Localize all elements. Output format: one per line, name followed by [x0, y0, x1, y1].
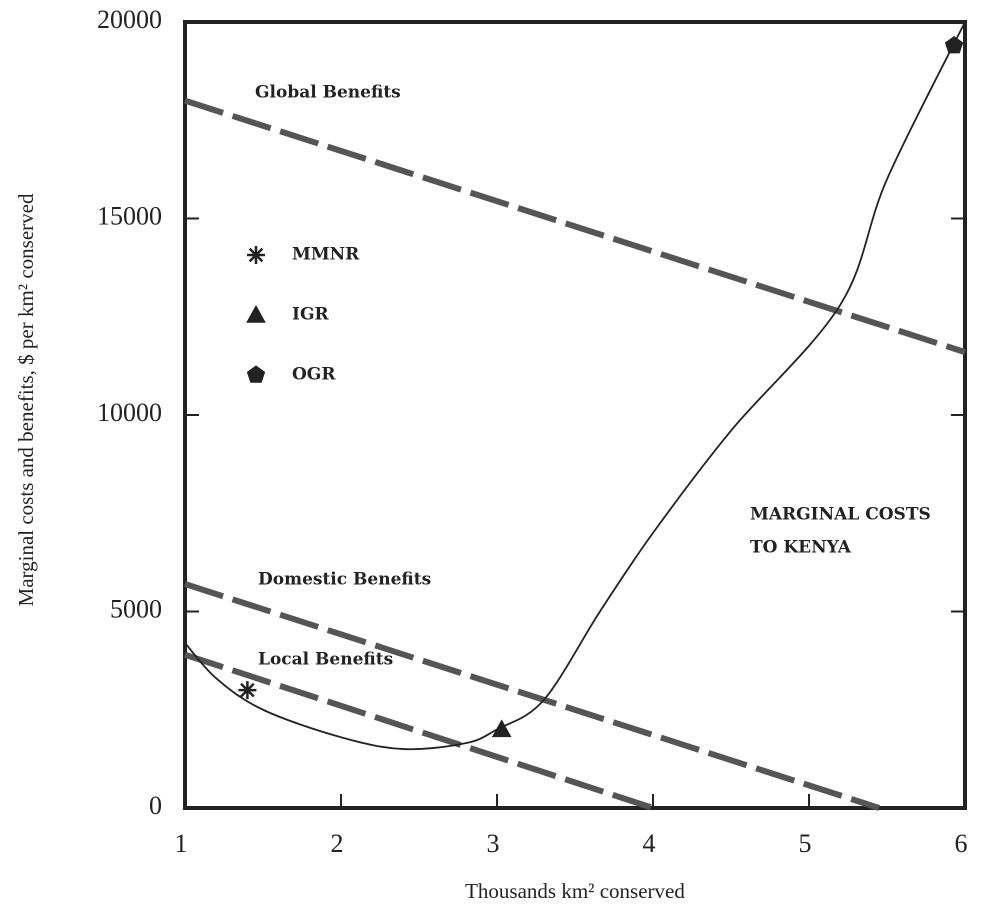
- x-tick-label: 4: [643, 829, 656, 858]
- y-tick-label: 20000: [97, 5, 162, 34]
- line-label: MARGINAL COSTS: [750, 505, 931, 525]
- line-label: TO KENYA: [750, 538, 852, 558]
- benefit-line: [184, 651, 654, 811]
- x-axis-label: Thousands km² conserved: [465, 879, 685, 903]
- x-tick-label: 3: [487, 829, 500, 858]
- x-tick-label: 5: [799, 829, 812, 858]
- benefit-line: [184, 581, 881, 811]
- line-label: Global Benefits: [255, 83, 401, 103]
- legend-marker: [247, 246, 265, 264]
- line-label: Domestic Benefits: [258, 570, 431, 590]
- x-tick-label: 6: [955, 829, 968, 858]
- x-tick-label: 2: [331, 829, 344, 858]
- y-tick-label: 0: [149, 791, 162, 820]
- data-point: [238, 681, 257, 700]
- y-tick-label: 15000: [97, 201, 162, 230]
- data-point: [944, 35, 964, 54]
- benefit-line: [184, 97, 966, 355]
- legend-label: OGR: [292, 365, 336, 385]
- line-label: Local Benefits: [258, 650, 393, 670]
- cost-curve: [184, 21, 966, 751]
- x-tick-label: 1: [175, 829, 188, 858]
- y-tick-label: 10000: [97, 398, 162, 427]
- legend-label: MMNR: [292, 245, 360, 265]
- legend-marker: [246, 304, 266, 323]
- data-point: [491, 719, 512, 738]
- y-axis-label: Marginal costs and benefits, $ per km² c…: [14, 193, 38, 606]
- legend-label: IGR: [292, 305, 329, 325]
- legend-marker: [246, 365, 266, 383]
- y-tick-label: 5000: [110, 594, 162, 623]
